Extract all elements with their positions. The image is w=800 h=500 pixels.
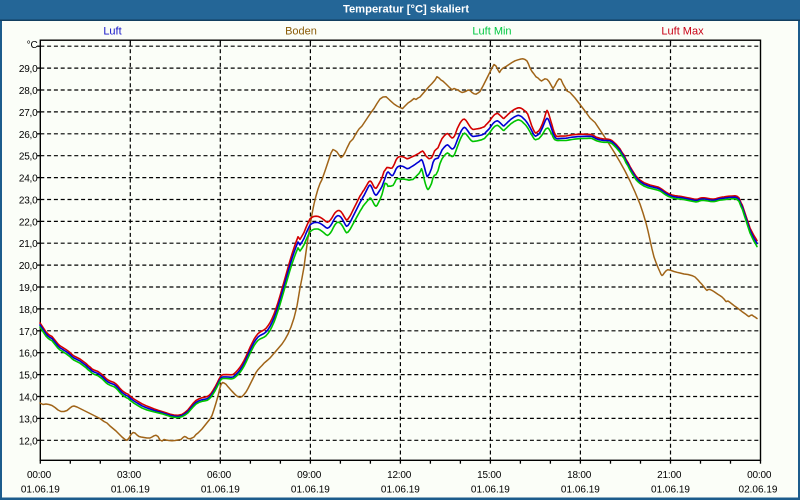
svg-text:°C: °C — [27, 40, 38, 51]
svg-text:23,0: 23,0 — [19, 196, 38, 207]
svg-text:29,0: 29,0 — [19, 64, 38, 75]
svg-text:27,0: 27,0 — [19, 108, 38, 119]
svg-text:Luft: Luft — [103, 26, 121, 38]
svg-text:17,0: 17,0 — [19, 327, 38, 338]
svg-text:00:00: 00:00 — [747, 470, 772, 481]
svg-text:19,0: 19,0 — [19, 283, 38, 294]
svg-text:Luft Min: Luft Min — [472, 26, 511, 38]
svg-text:01.06.19: 01.06.19 — [561, 484, 600, 495]
svg-text:26,0: 26,0 — [19, 130, 38, 141]
svg-text:14,0: 14,0 — [19, 393, 38, 404]
svg-text:15:00: 15:00 — [477, 470, 502, 481]
svg-text:01.06.19: 01.06.19 — [201, 484, 240, 495]
svg-text:09:00: 09:00 — [297, 470, 322, 481]
svg-text:01.06.19: 01.06.19 — [381, 484, 420, 495]
svg-text:01.06.19: 01.06.19 — [651, 484, 690, 495]
svg-text:21:00: 21:00 — [657, 470, 682, 481]
svg-text:02.06.19: 02.06.19 — [739, 484, 778, 495]
svg-text:01.06.19: 01.06.19 — [471, 484, 510, 495]
svg-text:12,0: 12,0 — [19, 436, 38, 447]
svg-text:25,0: 25,0 — [19, 152, 38, 163]
svg-text:01.06.19: 01.06.19 — [111, 484, 150, 495]
svg-text:Luft Max: Luft Max — [661, 26, 704, 38]
svg-text:20,0: 20,0 — [19, 261, 38, 272]
svg-text:28,0: 28,0 — [19, 86, 38, 97]
svg-text:18:00: 18:00 — [567, 470, 592, 481]
svg-text:22,0: 22,0 — [19, 217, 38, 228]
svg-text:21,0: 21,0 — [19, 239, 38, 250]
svg-text:15,0: 15,0 — [19, 371, 38, 382]
svg-text:06:00: 06:00 — [207, 470, 232, 481]
svg-text:Boden: Boden — [285, 26, 317, 38]
svg-text:01.06.19: 01.06.19 — [291, 484, 330, 495]
svg-text:Temperatur [°C] skaliert: Temperatur [°C] skaliert — [343, 3, 469, 15]
svg-text:03:00: 03:00 — [117, 470, 142, 481]
svg-text:24,0: 24,0 — [19, 174, 38, 185]
svg-text:01.06.19: 01.06.19 — [21, 484, 60, 495]
svg-text:00:00: 00:00 — [27, 470, 52, 481]
svg-text:18,0: 18,0 — [19, 305, 38, 316]
svg-text:12:00: 12:00 — [387, 470, 412, 481]
svg-text:13,0: 13,0 — [19, 414, 38, 425]
svg-text:16,0: 16,0 — [19, 349, 38, 360]
